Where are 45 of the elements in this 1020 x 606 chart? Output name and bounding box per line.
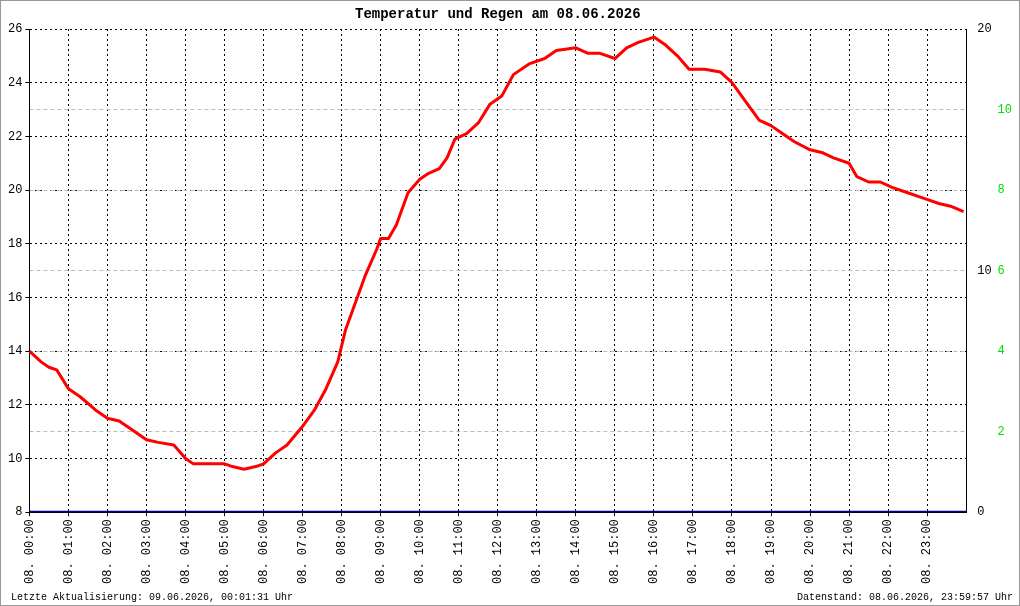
y3-tick-label: 6 (997, 263, 1005, 278)
y-tick-label: 24 (8, 75, 23, 90)
x-tick-label: 08. 07:00 (295, 519, 310, 584)
y-tick-label: 26 (8, 22, 23, 37)
y-tick-label: 10 (8, 451, 23, 466)
x-tick-label: 08. 05:00 (217, 519, 232, 584)
y-tick-label: 22 (8, 129, 23, 144)
x-tick-label: 08. 22:00 (881, 519, 896, 584)
y3-tick-label: 10 (997, 102, 1012, 117)
x-tick-label: 08. 19:00 (764, 519, 779, 584)
chart-title: Temperatur und Regen am 08.06.2026 (354, 5, 641, 22)
y3-tick-label: 8 (997, 183, 1005, 198)
y-tick-label: 12 (8, 397, 23, 412)
text: Datenstand: 08.06.2026, 23:59:57 Uhr (796, 591, 1013, 603)
y3-tick-label: 2 (997, 424, 1005, 439)
text: Letzte Aktualisierung: 09.06.2026, 00:01:31 Uhr (11, 591, 294, 603)
x-tick-label: 08. 02:00 (100, 519, 115, 584)
y2-tick-label: 10 (977, 263, 992, 278)
x-tick-label: 08. 06:00 (256, 519, 271, 584)
x-tick-label: 08. 03:00 (139, 519, 154, 584)
x-tick-label: 08. 23:00 (920, 519, 935, 584)
y2-tick-label: 0 (977, 505, 985, 520)
x-tick-label: 08. 20:00 (803, 519, 818, 584)
x-tick-label: 08. 00:00 (22, 519, 37, 584)
x-tick-label: 08. 08:00 (334, 519, 349, 584)
x-tick-label: 08. 14:00 (569, 519, 584, 584)
x-tick-label: 08. 04:00 (178, 519, 193, 584)
y-tick-label: 18 (8, 236, 23, 251)
x-tick-label: 08. 11:00 (451, 519, 466, 584)
x-tick-label: 08. 09:00 (373, 519, 388, 584)
y-tick-label: 16 (8, 290, 23, 305)
x-tick-label: 08. 18:00 (725, 519, 740, 584)
x-tick-label: 08. 12:00 (490, 519, 505, 584)
x-tick-label: 08. 17:00 (686, 519, 701, 584)
x-tick-label: 08. 15:00 (608, 519, 623, 584)
x-tick-label: 08. 01:00 (61, 519, 76, 584)
y2-tick-label: 20 (977, 22, 992, 37)
x-tick-label: 08. 21:00 (842, 519, 857, 584)
y3-tick-label: 4 (997, 344, 1005, 359)
x-tick-label: 08. 16:00 (647, 519, 662, 584)
y-tick-label: 20 (8, 183, 23, 198)
x-tick-label: 08. 10:00 (412, 519, 427, 584)
y-tick-label: 8 (15, 505, 23, 520)
x-tick-label: 08. 13:00 (530, 519, 544, 584)
y-tick-label: 14 (8, 344, 23, 359)
